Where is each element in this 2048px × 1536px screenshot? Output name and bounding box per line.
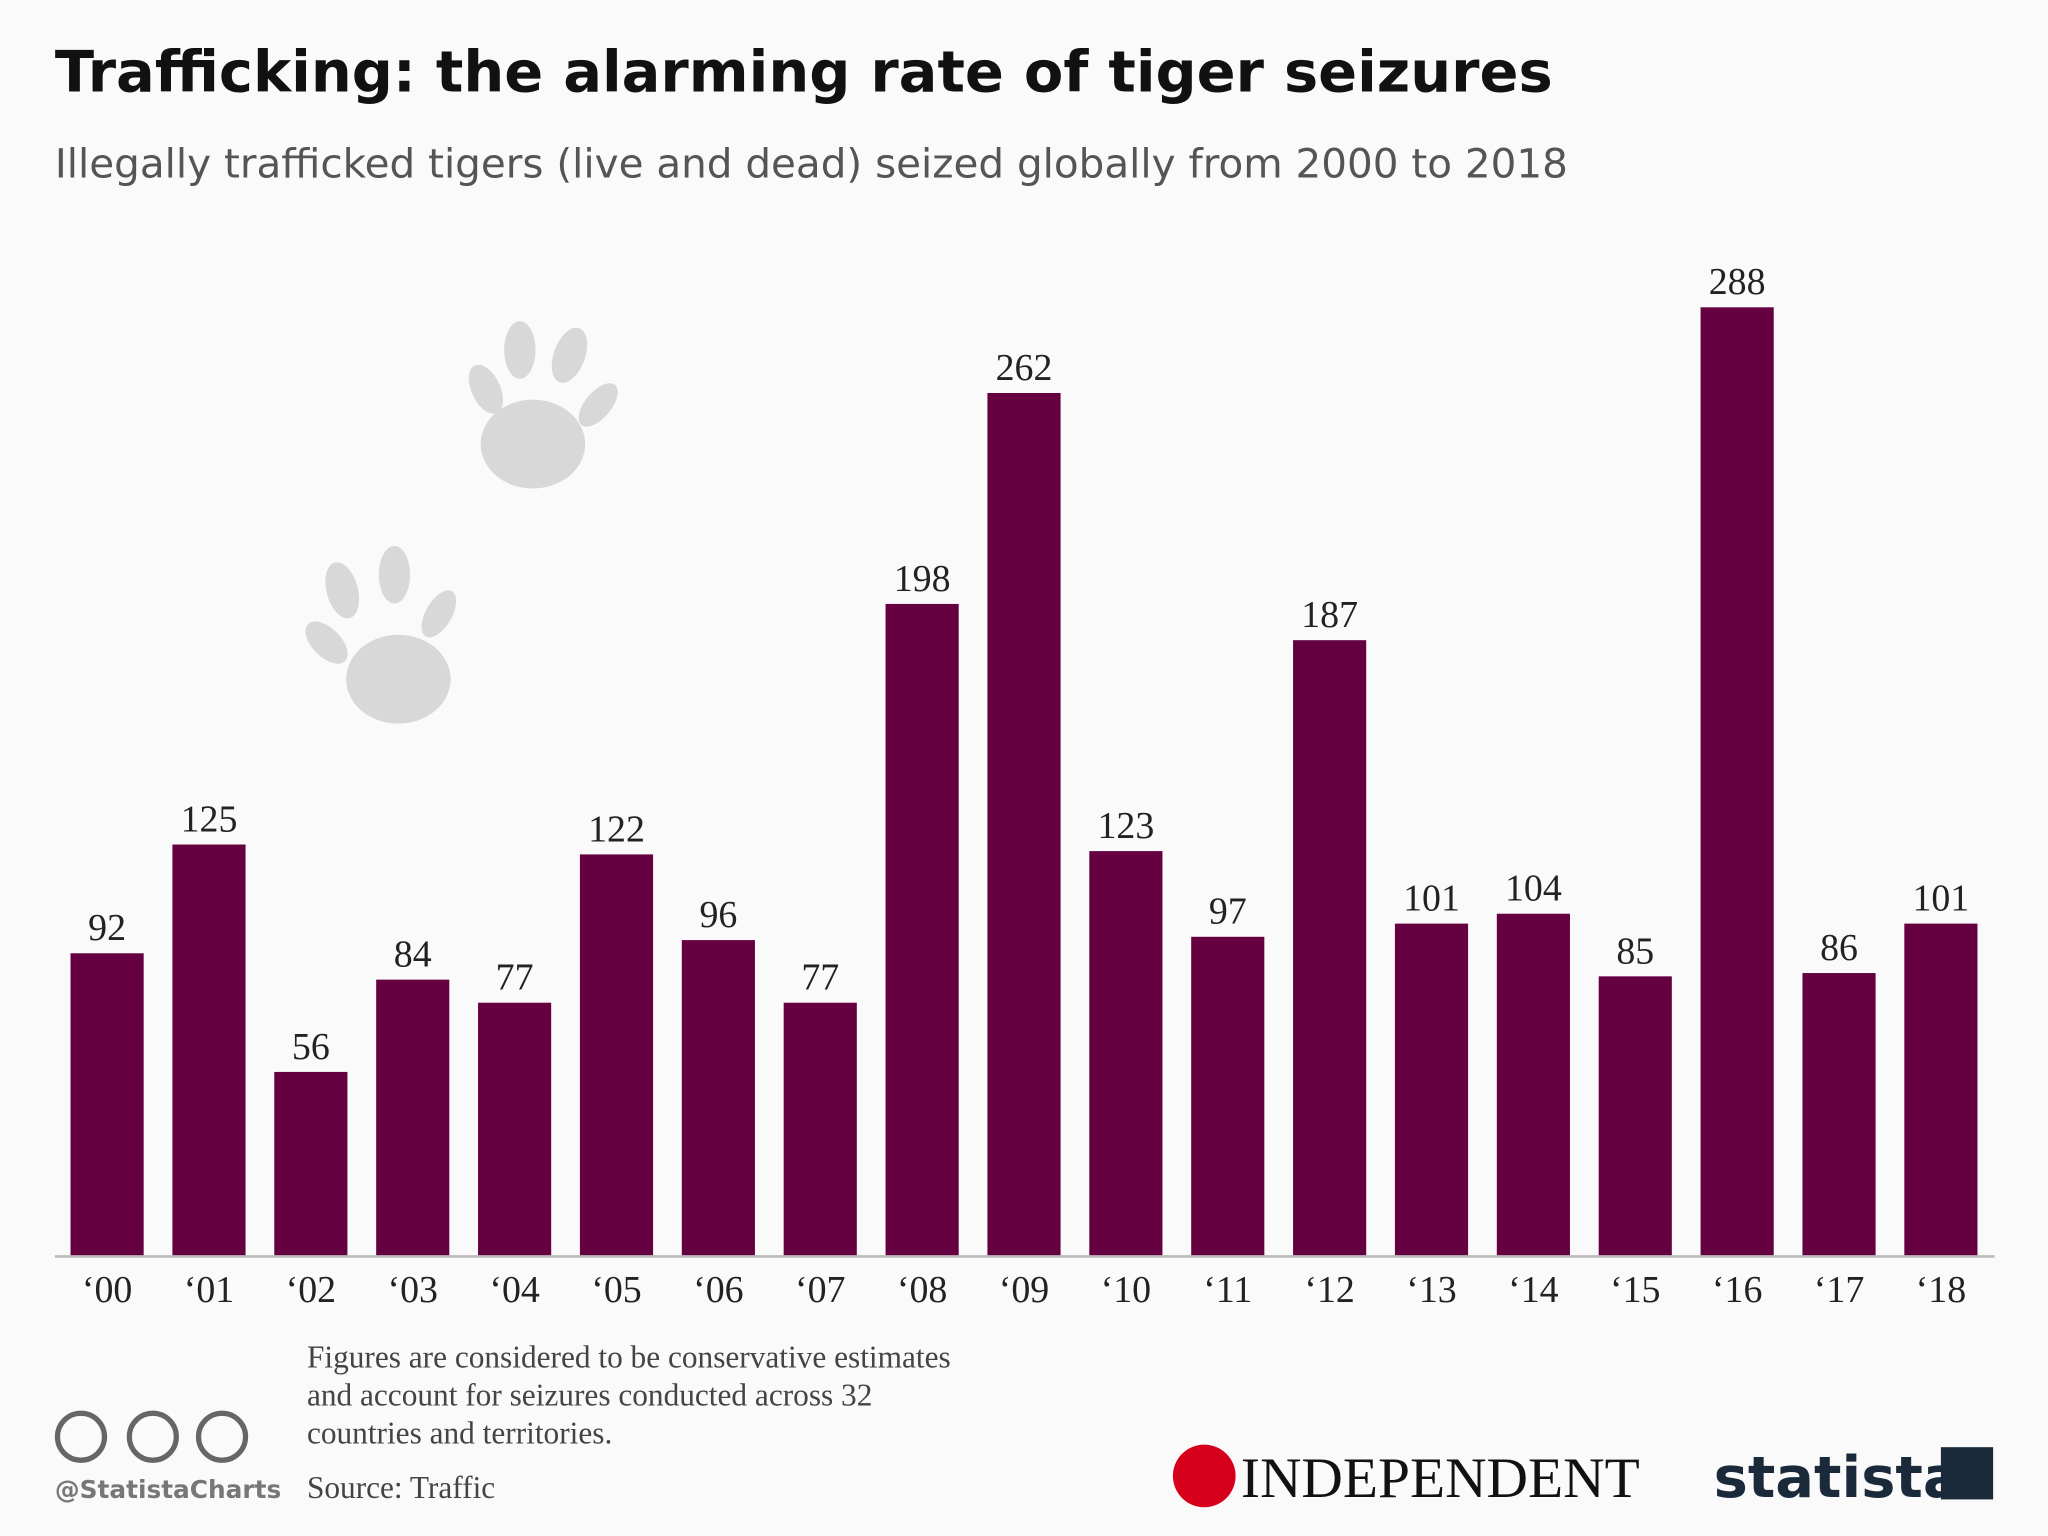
x-tick-label: ‘16 [1712,1269,1762,1311]
chart-title: Trafficking: the alarming rate of tiger … [55,38,1553,105]
x-tick-label: ‘17 [1814,1269,1864,1311]
x-tick-label: ‘11 [1203,1269,1252,1311]
bar [1802,973,1876,1257]
x-tick-label: ‘02 [286,1269,336,1311]
value-label: 96 [699,894,737,936]
partner: INDEPENDENT [1241,1447,1640,1510]
bar [274,1071,348,1257]
x-tick-label: ‘10 [1101,1269,1151,1311]
x-tick-label: ‘05 [591,1269,641,1311]
value-label: 125 [181,798,238,840]
bar [376,979,450,1257]
bar [1293,640,1367,1257]
partner-logo [1172,1444,1236,1508]
plot: 92 ‘00 125 ‘01 56 ‘02 84 ‘03 77 ‘04 122 ‘05 96 ‘06 77 ‘… [70,261,1978,1311]
bar [987,392,1061,1257]
bar [1700,307,1774,1257]
x-tick-label: ‘04 [489,1269,540,1311]
value-label: 262 [996,347,1053,389]
bar [1089,851,1163,1257]
note-line: and account for seizures conducted acros… [307,1377,872,1412]
x-tick-label: ‘07 [795,1269,845,1311]
chart-subtitle: Illegally trafficked tigers (live and de… [55,140,1568,188]
value-label: 77 [496,957,534,999]
note-line: countries and territories. [307,1415,612,1450]
value-label: 84 [394,934,432,976]
value-label: 56 [292,1026,330,1068]
cc-icons [54,1410,249,1463]
bar [885,603,959,1257]
x-tick-label: ‘06 [693,1269,743,1311]
bar [1904,923,1978,1257]
value-label: 104 [1505,868,1562,910]
value-label: 101 [1912,878,1969,920]
value-label: 92 [88,907,126,949]
bar [172,844,246,1257]
brand: statista [1714,1444,1962,1511]
value-label: 97 [1209,891,1247,933]
source: Source: Traffic [307,1470,495,1505]
x-tick-label: ‘12 [1304,1269,1354,1311]
value-label: 85 [1616,930,1654,972]
bar [70,953,144,1257]
bar [1394,923,1469,1257]
x-tick-label: ‘18 [1916,1269,1966,1311]
x-tick-label: ‘14 [1508,1269,1559,1311]
value-label: 198 [894,558,951,600]
note-line: Figures are considered to be conservativ… [307,1340,951,1375]
x-tick-label: ‘08 [897,1269,947,1311]
value-label: 288 [1709,261,1766,303]
value-label: 101 [1403,878,1460,920]
x-tick-label: ‘00 [82,1269,132,1311]
value-label: 123 [1097,805,1154,847]
bar [681,940,755,1257]
bar [579,854,654,1257]
x-tick-label: ‘01 [184,1269,234,1311]
paw-prints [305,321,618,724]
x-tick-label: ‘15 [1610,1269,1660,1311]
x-tick-label: ‘03 [388,1269,438,1311]
value-label: 187 [1301,594,1358,636]
bar [478,1002,552,1257]
value-label: 77 [801,957,839,999]
x-tick-label: ‘13 [1406,1269,1456,1311]
bar [783,1002,857,1257]
bar [1496,913,1570,1257]
brand-logo [1940,1447,1994,1500]
x-tick-label: ‘09 [999,1269,1049,1311]
handle: @StatistaCharts [55,1475,281,1504]
bar [1191,936,1265,1257]
bar [1598,976,1672,1257]
value-label: 86 [1820,927,1858,969]
value-label: 122 [588,808,645,850]
